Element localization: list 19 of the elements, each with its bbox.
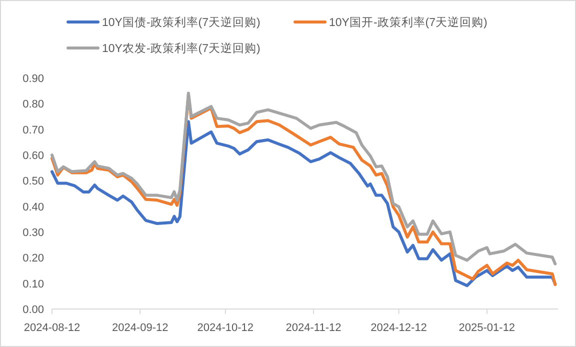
- y-tick-label: 0.20: [22, 252, 44, 265]
- y-tick-label: 0.00: [22, 304, 44, 316]
- x-tick-label: 2025-01-12: [458, 322, 516, 334]
- legend-label: 10Y国开-政策利率(7天逆回购): [329, 15, 488, 29]
- x-tick-label: 2024-08-12: [24, 322, 80, 334]
- x-tick-label: 2024-10-12: [197, 322, 254, 334]
- x-tick-label: 2024-09-12: [112, 322, 168, 334]
- y-tick-label: 0.90: [22, 73, 44, 85]
- y-tick-label: 0.10: [22, 278, 44, 290]
- y-tick-label: 0.80: [22, 98, 44, 111]
- legend-label: 10Y农发-政策利率(7天逆回购): [102, 41, 261, 55]
- y-tick-label: 0.50: [22, 176, 44, 188]
- x-tick-label: 2024-12-12: [370, 322, 427, 334]
- y-tick-label: 0.30: [22, 227, 44, 239]
- x-tick-label: 2024-11-12: [286, 322, 342, 334]
- y-tick-label: 0.70: [22, 124, 44, 136]
- y-tick-label: 0.40: [22, 201, 44, 214]
- legend-label: 10Y国债-政策利率(7天逆回购): [102, 15, 261, 29]
- y-tick-label: 0.60: [22, 150, 44, 162]
